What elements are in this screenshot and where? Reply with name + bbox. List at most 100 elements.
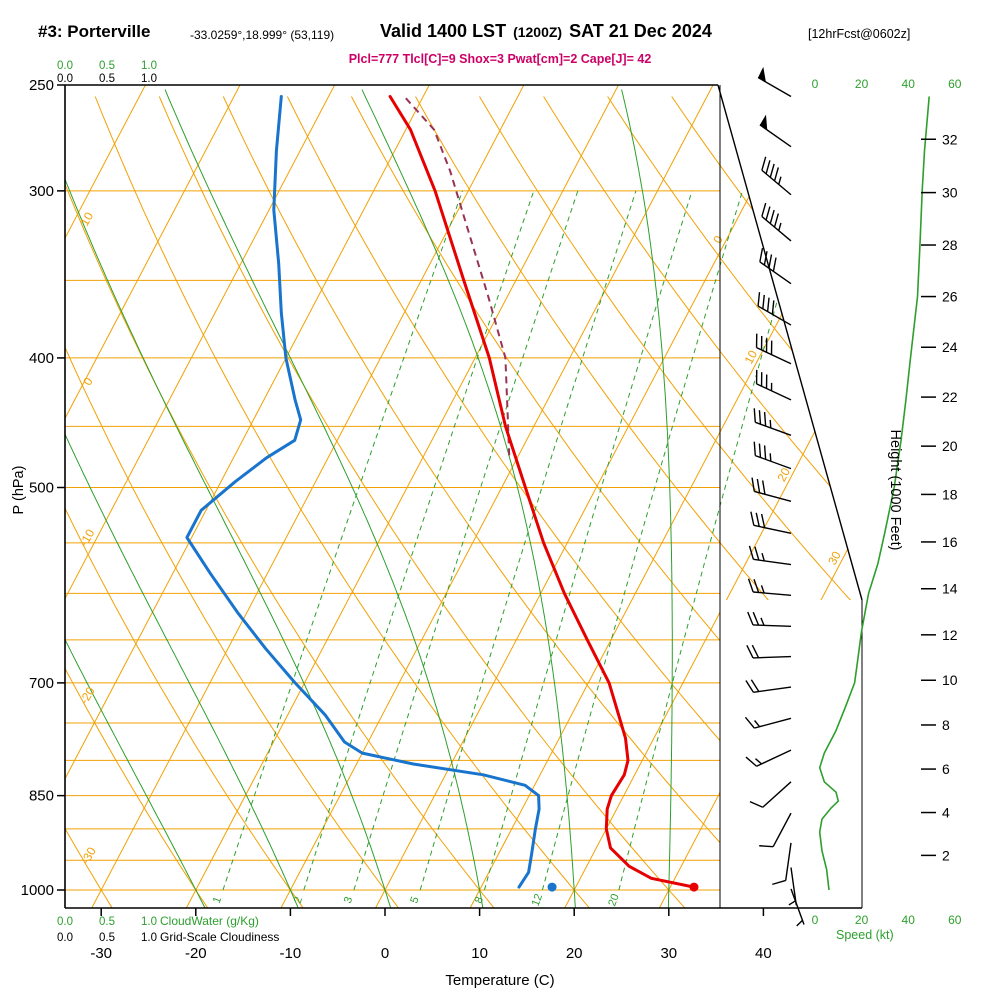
barb-full-tick [773, 167, 780, 182]
valid-time-row: Valid 1400 LST (1200Z) SAT 21 Dec 2024 [380, 21, 712, 42]
wind-barb [755, 369, 792, 401]
cloudiness-tick-bottom: 0.5 [99, 932, 115, 944]
mixing-ratio-line [618, 190, 810, 891]
barb-full-tick [751, 644, 760, 659]
barb-full-tick [753, 408, 756, 423]
wind-barb [753, 408, 792, 436]
barb-full-tick [771, 300, 775, 315]
barb-full-tick [759, 845, 774, 848]
wind-barb [757, 292, 792, 326]
wind-barb [772, 842, 792, 886]
barb-flag [758, 66, 766, 82]
speed-tick-label-bottom: 20 [855, 913, 869, 927]
dry-adiabat-line [65, 96, 304, 908]
cloudwater-tick-top: 1.0 [141, 60, 157, 72]
mixing-ratio-label: 3 [342, 895, 355, 905]
isotherm-label: 0 [710, 233, 726, 246]
barb-full-tick [748, 545, 755, 560]
isotherm-line [65, 85, 336, 908]
barb-full-tick [761, 480, 766, 495]
cloudwater-tick-top: 0.5 [99, 60, 115, 72]
temperature-tick-label: 30 [660, 945, 677, 962]
dry-adiabat-label: 10 [77, 209, 96, 228]
mixing-ratio-label: 5 [408, 895, 421, 905]
barb-staff [753, 686, 792, 693]
barb-full-tick [761, 202, 767, 217]
mixing-ratio-line [353, 190, 579, 891]
dry-adiabat-line [607, 96, 862, 908]
wind-barb [759, 812, 792, 848]
moist-adiabat-line [361, 89, 576, 908]
temperature-tick-label: -20 [185, 945, 207, 962]
barb-staff [756, 383, 792, 401]
wind-barb [761, 156, 792, 196]
speed-tick-label-top: 40 [902, 77, 916, 91]
cloudiness-tick-bottom: 0.0 [57, 932, 73, 944]
mixing-ratio-line [419, 190, 637, 891]
barb-full-tick [763, 251, 768, 266]
wind-barb [745, 679, 792, 693]
height-tick-label: 2 [942, 847, 950, 863]
barb-staff [790, 867, 797, 906]
barb-staff [755, 421, 792, 436]
height-tick-label: 20 [942, 438, 958, 454]
barb-half-tick [778, 222, 782, 231]
wind-barb [747, 611, 792, 627]
isotherm-label: 20 [774, 465, 793, 484]
mixing-ratio-label: 1 [211, 895, 224, 905]
barb-full-tick [763, 445, 767, 460]
wind-barb [746, 644, 792, 659]
wind-barb [747, 578, 792, 597]
cloudiness-tick-top: 0.5 [99, 73, 115, 85]
wind-barb [751, 477, 792, 502]
cloudwater-tick-bottom: 0.0 [57, 916, 73, 928]
pressure-tick-label: 400 [29, 350, 54, 367]
barb-staff [790, 888, 805, 925]
barb-half-tick [755, 758, 763, 765]
height-axis-label: Height (1000 Feet) [887, 429, 903, 551]
barb-full-tick [768, 254, 773, 269]
barb-full-tick [750, 511, 755, 526]
barb-full-tick [765, 206, 771, 221]
pressure-tick-label: 850 [29, 788, 54, 805]
barb-staff [785, 842, 792, 881]
barb-full-tick [747, 578, 754, 593]
dry-adiabat-line [735, 96, 862, 908]
barb-full-tick [765, 160, 771, 175]
wind-barb [744, 716, 792, 729]
height-tick-label: 8 [942, 717, 950, 733]
wind-barb [755, 333, 792, 365]
barb-flag [759, 114, 768, 131]
mixing-ratio-line [222, 190, 463, 891]
barb-full-tick [757, 292, 761, 307]
barb-staff [754, 717, 792, 729]
barb-staff [756, 347, 792, 365]
height-tick-label: 12 [942, 627, 958, 643]
dry-adiabat-label: -20 [77, 684, 98, 706]
barb-half-tick [796, 919, 803, 927]
barb-full-tick [772, 879, 786, 886]
dry-adiabat-line [65, 96, 113, 908]
temperature-tick-label: 40 [755, 945, 772, 962]
moist-adiabat-line [164, 89, 484, 908]
isotherm-line [65, 85, 241, 908]
parcel-path-line [403, 95, 511, 456]
barb-staff [759, 261, 792, 285]
barb-full-tick [750, 679, 760, 692]
height-tick-label: 6 [942, 761, 950, 777]
dry-adiabat-label: -10 [77, 526, 98, 548]
moist-adiabat-line [65, 89, 392, 908]
barb-full-tick [753, 441, 756, 456]
barb-full-tick [762, 294, 765, 309]
barb-full-tick [754, 546, 760, 561]
dry-adiabat-line [65, 96, 399, 908]
barb-half-tick [760, 617, 765, 626]
barb-half-tick [778, 176, 782, 185]
barb-full-tick [760, 513, 766, 528]
cloudwater-tick-bottom: 0.5 [99, 916, 115, 928]
barb-staff [752, 655, 792, 659]
mixing-ratio-label: 20 [606, 892, 621, 908]
dry-adiabat-line [864, 97, 1000, 908]
